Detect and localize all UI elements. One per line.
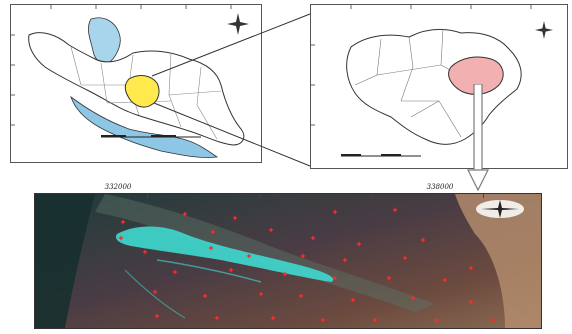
- sample-point-marker: [410, 295, 416, 301]
- sample-point-marker: [350, 297, 356, 303]
- sample-point-marker: [372, 317, 378, 323]
- sample-point-marker: [392, 207, 398, 213]
- sample-point-marker: [228, 267, 234, 273]
- compass-rose-icon: [476, 200, 524, 218]
- caspian-sea: [88, 17, 121, 64]
- sample-point-marker: [402, 255, 408, 261]
- north-arrow-icon: [535, 21, 553, 39]
- scale-bar: [341, 154, 421, 157]
- sample-point-marker: [468, 265, 474, 271]
- sample-point-marker: [214, 315, 220, 321]
- sample-point-marker: [232, 215, 238, 221]
- sample-point-marker: [208, 245, 214, 251]
- sample-point-marker: [182, 211, 188, 217]
- satellite-image: [35, 194, 541, 328]
- sample-point-marker: [246, 253, 252, 259]
- sample-point-marker: [120, 219, 126, 225]
- sample-point-marker: [434, 317, 440, 323]
- sample-point-marker: [310, 235, 316, 241]
- satellite-image-panel: [34, 193, 542, 329]
- sample-point-marker: [332, 275, 338, 281]
- sample-point-marker: [118, 235, 124, 241]
- north-arrow-icon: [227, 13, 249, 35]
- sample-point-marker: [342, 257, 348, 263]
- sample-point-marker: [258, 291, 264, 297]
- sample-point-marker: [210, 229, 216, 235]
- sat-scale-label-338000: 338000: [426, 183, 454, 191]
- sample-point-marker: [270, 315, 276, 321]
- sample-point-marker: [356, 241, 362, 247]
- wetland-water: [115, 226, 334, 282]
- sample-point-marker: [268, 227, 274, 233]
- iran-map-panel: [10, 4, 262, 163]
- yazd-province-highlight: [124, 75, 160, 108]
- sample-point-marker: [172, 269, 178, 275]
- sample-point-marker: [282, 271, 288, 277]
- sample-point-marker: [152, 289, 158, 295]
- sample-point-marker: [154, 313, 160, 319]
- sample-point-marker: [490, 317, 496, 323]
- sample-point-marker: [320, 317, 326, 323]
- scale-bar: [101, 135, 201, 138]
- sample-point-marker: [332, 209, 338, 215]
- sat-scale-label-332000: 332000: [104, 183, 132, 191]
- down-arrow-icon: [467, 84, 489, 192]
- sample-point-marker: [300, 253, 306, 259]
- sample-point-marker: [442, 277, 448, 283]
- sample-point-marker: [202, 293, 208, 299]
- sample-point-marker: [386, 275, 392, 281]
- persian-gulf: [70, 95, 219, 158]
- study-county-highlight: [448, 56, 504, 95]
- sample-point-marker: [420, 237, 426, 243]
- sample-point-marker: [298, 293, 304, 299]
- sample-point-marker: [142, 249, 148, 255]
- sample-points: [118, 207, 496, 323]
- sample-point-marker: [468, 299, 474, 305]
